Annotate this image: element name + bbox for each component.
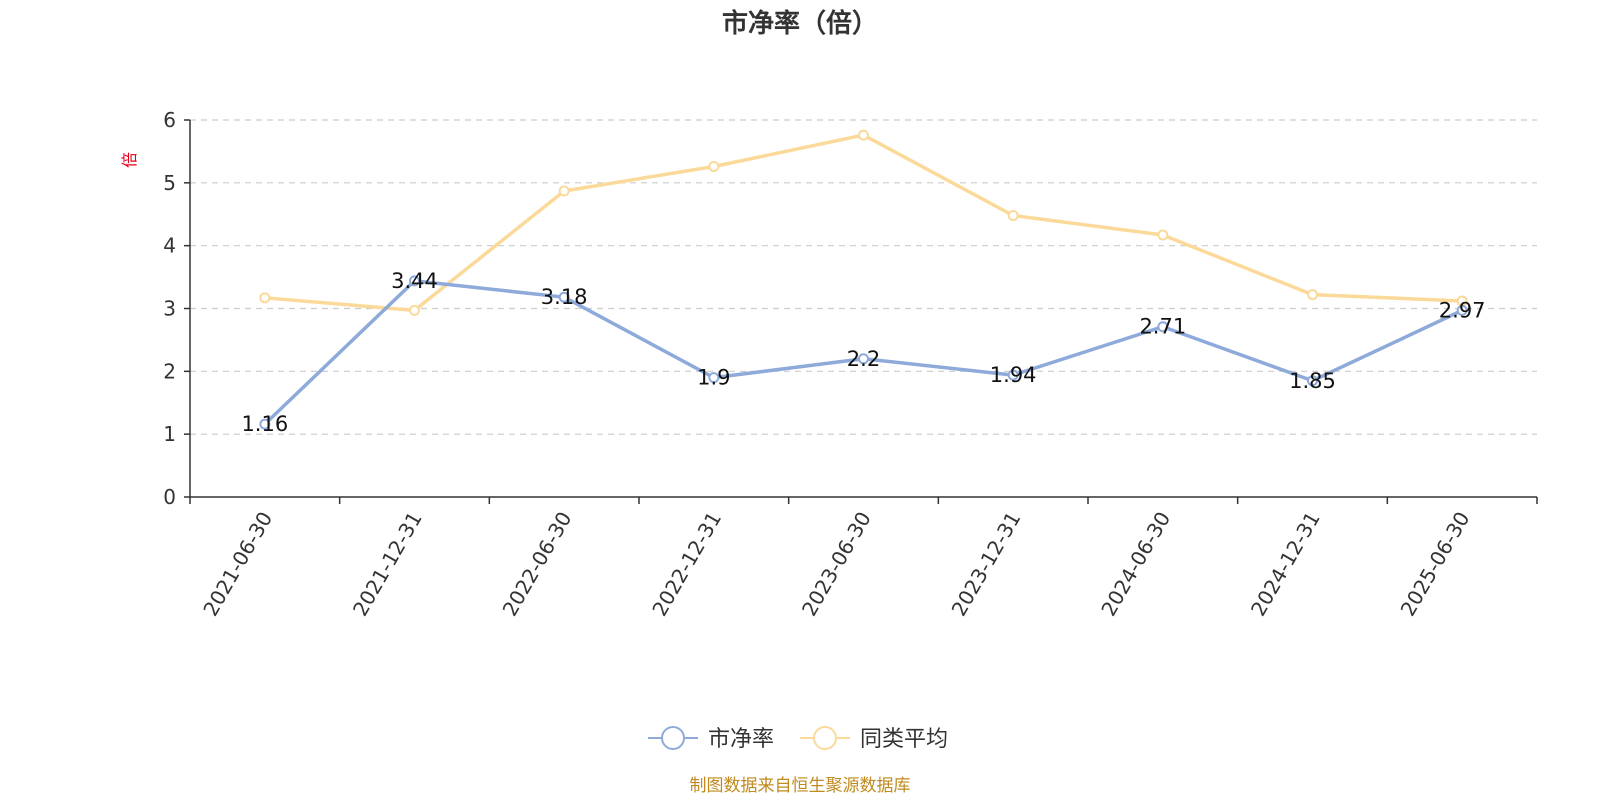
chart-title: 市净率（倍） bbox=[722, 8, 878, 39]
series-1-point-4[interactable] bbox=[858, 129, 869, 141]
legend-label-1: 同类平均 bbox=[860, 727, 948, 752]
x-tick-label-7: 2024-12-31 bbox=[1246, 508, 1325, 621]
y-tick-label-5: 5 bbox=[163, 171, 176, 195]
series-1-point-1[interactable] bbox=[409, 304, 420, 316]
x-tick-label-3: 2022-12-31 bbox=[647, 508, 726, 621]
legend-label-0: 市净率 bbox=[708, 727, 774, 752]
y-tick-label-4: 4 bbox=[163, 234, 176, 258]
series-0-point-6[interactable] bbox=[1157, 321, 1169, 333]
y-tick-label-0: 0 bbox=[163, 485, 176, 509]
x-tick-label-4: 2023-06-30 bbox=[797, 508, 876, 621]
x-tick-label-8: 2025-06-30 bbox=[1396, 508, 1475, 621]
series-layer bbox=[259, 129, 1468, 430]
source-note: 制图数据来自恒生聚源数据库 bbox=[690, 776, 911, 796]
legend-swatch-circle-1 bbox=[813, 726, 837, 750]
series-0-point-0[interactable] bbox=[259, 418, 271, 430]
series-1-point-7[interactable] bbox=[1307, 289, 1318, 301]
data-label-8: 2.97 bbox=[1439, 298, 1486, 322]
legend-swatch-circle-0 bbox=[661, 726, 685, 750]
series-1-point-2[interactable] bbox=[558, 185, 570, 197]
series-0-point-7[interactable] bbox=[1307, 375, 1318, 387]
series-1-point-0[interactable] bbox=[259, 292, 271, 304]
data-label-6: 2.71 bbox=[1139, 315, 1186, 339]
y-axis-unit-label: 倍 bbox=[120, 152, 139, 168]
legend-item-1[interactable]: 同类平均 bbox=[800, 726, 948, 752]
series-0-point-8[interactable] bbox=[1456, 304, 1468, 316]
series-0-point-2[interactable] bbox=[558, 291, 570, 303]
data-label-2: 3.18 bbox=[541, 285, 588, 309]
data-label-3: 1.9 bbox=[697, 366, 730, 390]
series-0-point-5[interactable] bbox=[1007, 369, 1019, 381]
series-1-point-3[interactable] bbox=[708, 160, 720, 172]
series-0-point-3[interactable] bbox=[708, 372, 720, 384]
x-tick-label-5: 2023-12-31 bbox=[947, 508, 1026, 621]
series-0-point-1[interactable] bbox=[409, 275, 420, 287]
data-label-5: 1.94 bbox=[990, 363, 1037, 387]
x-tick-label-6: 2024-06-30 bbox=[1096, 508, 1175, 621]
data-label-7: 1.85 bbox=[1289, 369, 1336, 393]
legend[interactable]: 市净率 同类平均 bbox=[648, 726, 948, 752]
y-tick-label-6: 6 bbox=[163, 108, 176, 132]
x-tick-label-1: 2021-12-31 bbox=[348, 508, 427, 621]
series-0-point-4[interactable] bbox=[858, 353, 869, 365]
data-label-1: 3.44 bbox=[391, 269, 438, 293]
y-tick-label-1: 1 bbox=[163, 422, 176, 446]
series-1-point-6[interactable] bbox=[1157, 229, 1169, 241]
x-tick-label-2: 2022-06-30 bbox=[498, 508, 577, 621]
series-1-point-5[interactable] bbox=[1007, 210, 1019, 222]
data-label-4: 2.2 bbox=[847, 347, 880, 371]
legend-item-0[interactable]: 市净率 bbox=[648, 726, 774, 752]
y-tick-label-3: 3 bbox=[163, 297, 176, 321]
data-label-0: 1.16 bbox=[241, 412, 288, 436]
y-tick-label-2: 2 bbox=[163, 359, 176, 383]
data-labels: 1.16 3.44 3.18 1.9 2.2 1.94 2.71 1.85 2.97 bbox=[241, 269, 1485, 436]
x-tick-label-0: 2021-06-30 bbox=[198, 508, 277, 621]
